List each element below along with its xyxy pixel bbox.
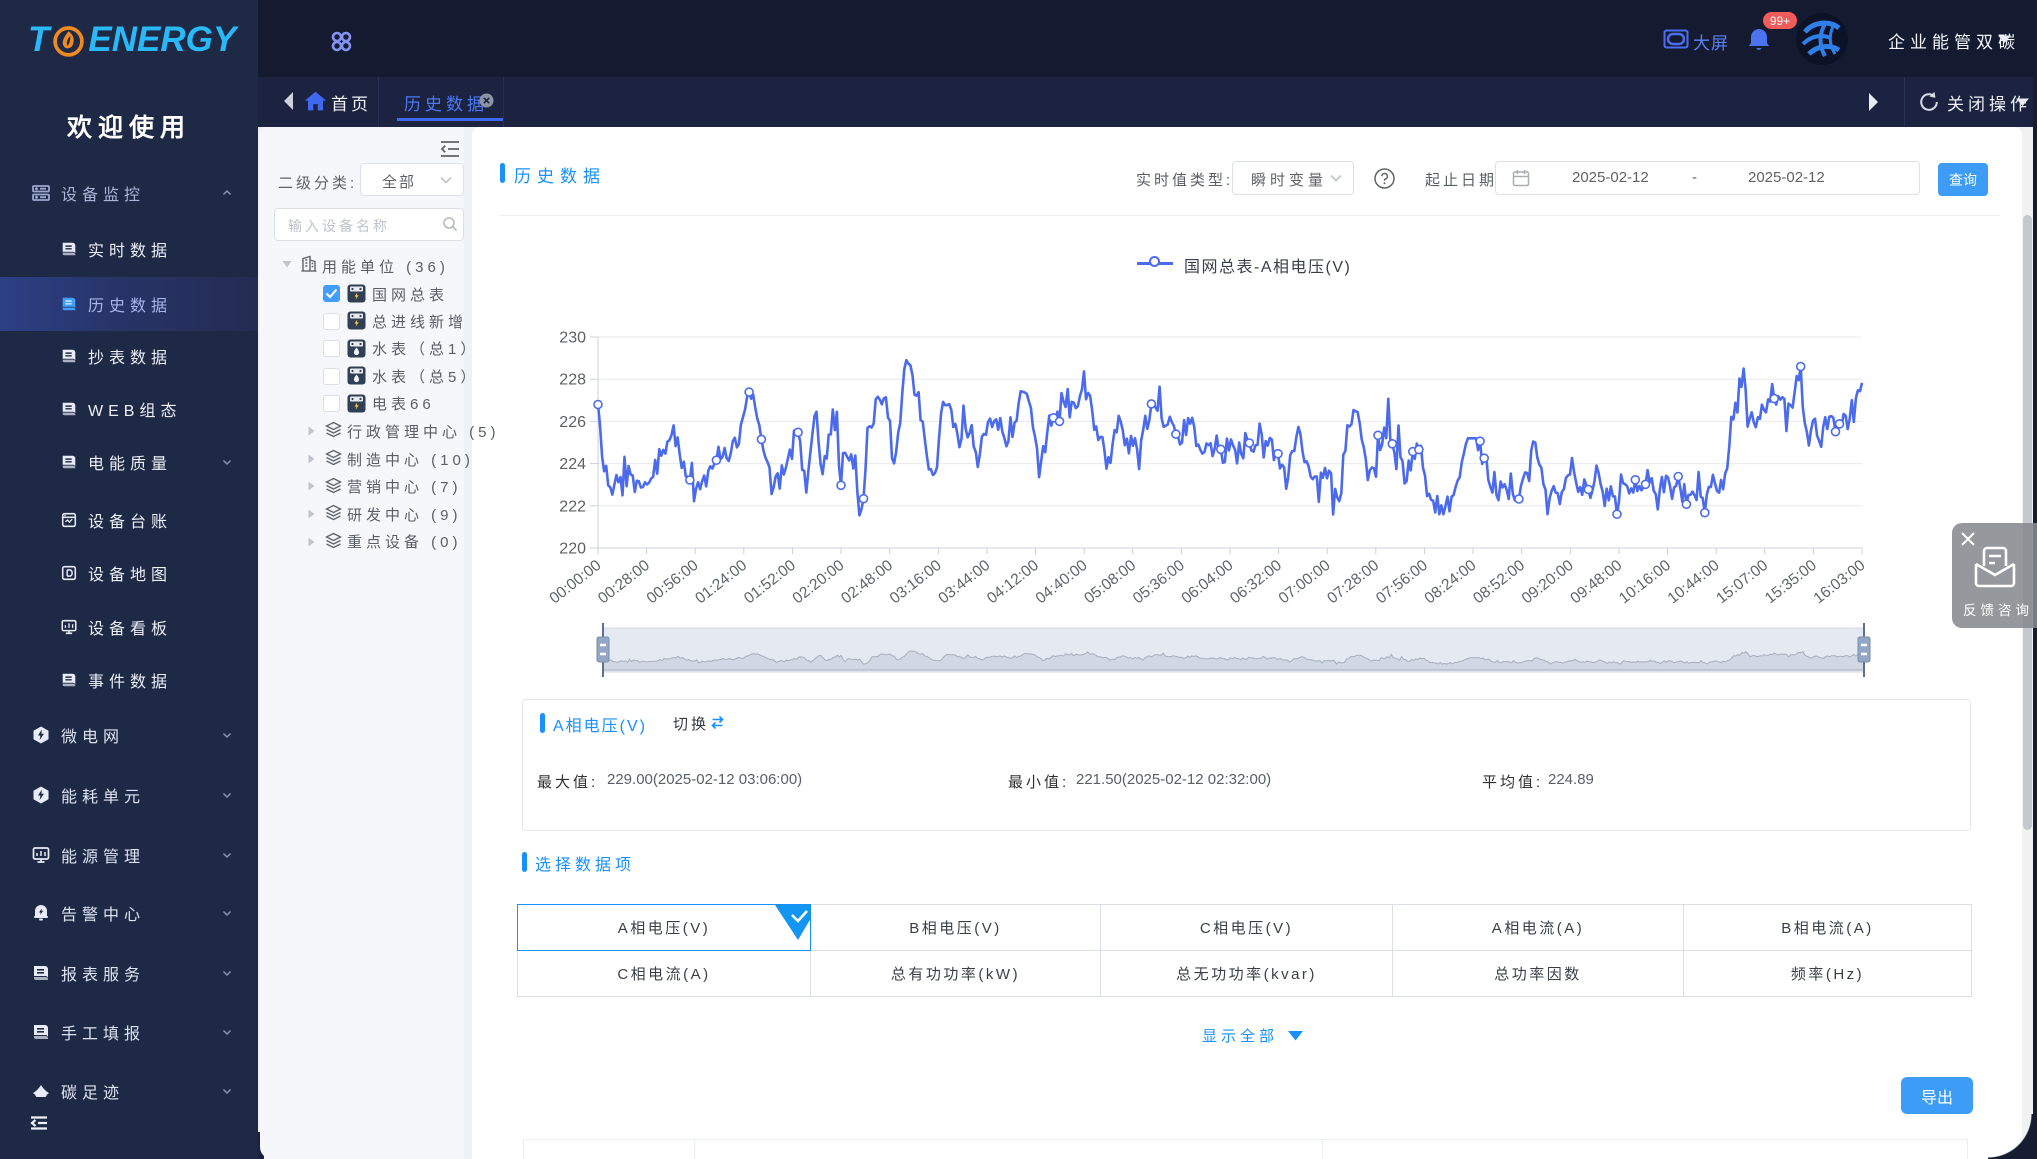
svg-text:01:52:00: 01:52:00	[741, 557, 799, 608]
svg-text:15:35:00: 15:35:00	[1762, 557, 1820, 608]
svg-text:07:00:00: 07:00:00	[1276, 557, 1334, 608]
svg-text:03:16:00: 03:16:00	[887, 557, 945, 608]
svg-text:224: 224	[559, 456, 586, 473]
svg-text:06:04:00: 06:04:00	[1178, 557, 1236, 608]
svg-text:07:28:00: 07:28:00	[1324, 557, 1382, 608]
svg-text:03:44:00: 03:44:00	[935, 557, 993, 608]
svg-text:09:48:00: 09:48:00	[1567, 557, 1625, 608]
svg-text:02:20:00: 02:20:00	[790, 557, 848, 608]
svg-text:05:08:00: 05:08:00	[1081, 557, 1139, 608]
svg-text:228: 228	[559, 372, 586, 389]
svg-text:02:48:00: 02:48:00	[838, 557, 896, 608]
svg-text:04:12:00: 04:12:00	[984, 557, 1042, 608]
svg-text:06:32:00: 06:32:00	[1227, 557, 1285, 608]
svg-text:226: 226	[559, 414, 586, 431]
svg-text:00:56:00: 00:56:00	[644, 557, 702, 608]
svg-text:15:07:00: 15:07:00	[1713, 557, 1771, 608]
svg-text:09:20:00: 09:20:00	[1519, 557, 1577, 608]
svg-text:00:00:00: 00:00:00	[546, 557, 604, 608]
svg-text:08:24:00: 08:24:00	[1422, 557, 1480, 608]
svg-text:08:52:00: 08:52:00	[1470, 557, 1528, 608]
svg-text:05:36:00: 05:36:00	[1130, 557, 1188, 608]
svg-text:16:03:00: 16:03:00	[1810, 557, 1868, 608]
svg-text:00:28:00: 00:28:00	[595, 557, 653, 608]
svg-text:04:40:00: 04:40:00	[1033, 557, 1091, 608]
svg-text:10:44:00: 10:44:00	[1665, 557, 1723, 608]
svg-text:10:16:00: 10:16:00	[1616, 557, 1674, 608]
svg-text:01:24:00: 01:24:00	[692, 557, 750, 608]
svg-text:07:56:00: 07:56:00	[1373, 557, 1431, 608]
svg-text:222: 222	[559, 498, 586, 515]
svg-text:230: 230	[559, 330, 586, 347]
svg-text:220: 220	[559, 541, 586, 558]
